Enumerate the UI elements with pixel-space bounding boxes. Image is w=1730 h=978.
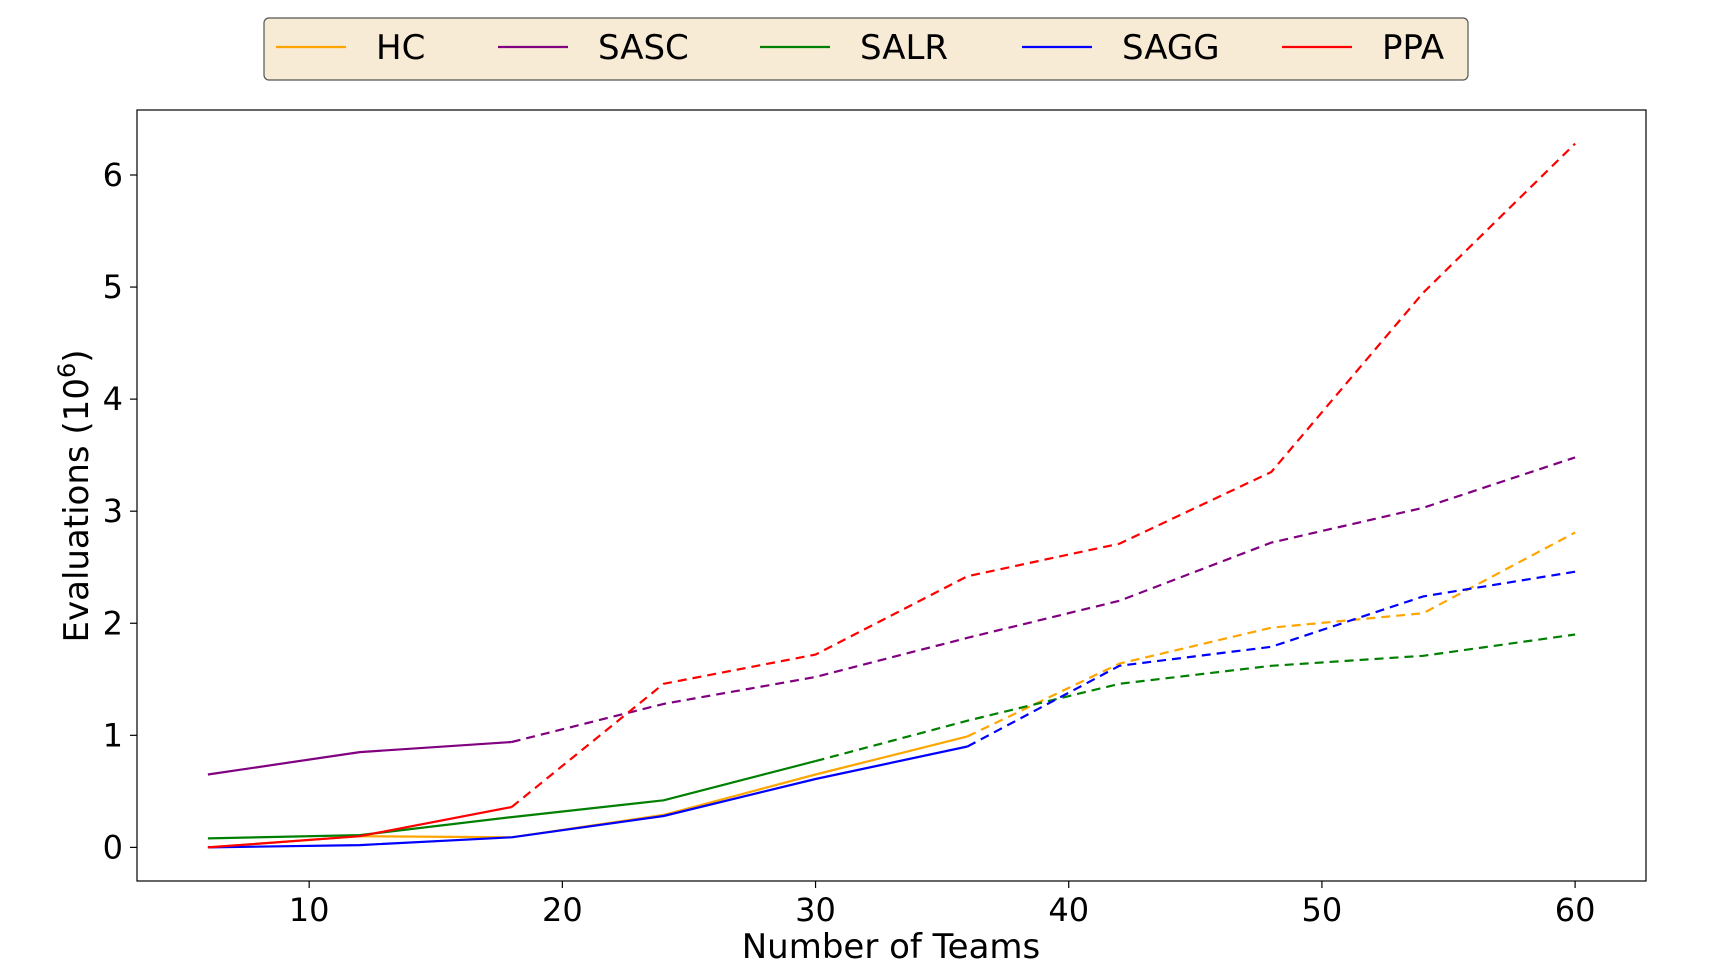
legend-label-sasc: SASC (598, 28, 689, 68)
x-axis-label: Number of Teams (742, 927, 1041, 967)
y-tick-label: 5 (103, 268, 123, 306)
x-tick-label: 50 (1302, 891, 1343, 929)
series-line-hc-dashed (967, 531, 1576, 738)
x-tick-label: 60 (1555, 891, 1596, 929)
series-line-hc-solid (207, 735, 968, 849)
series-line-ppa-dashed (511, 142, 1576, 808)
x-tick-label: 40 (1048, 891, 1089, 929)
y-tick-label: 3 (103, 492, 123, 530)
series-line-salr-dashed (815, 633, 1576, 763)
series-line-sagg-dashed (966, 570, 1576, 748)
legend-label-ppa: PPA (1382, 28, 1444, 68)
legend: HC SASC SALR SAGG PPA (263, 17, 1469, 81)
y-tick-label: 0 (103, 828, 123, 866)
y-tick-label: 2 (103, 604, 123, 642)
series-line-salr-solid (207, 760, 816, 840)
y-axis-label-close: ) (57, 350, 97, 363)
series-line-sasc-dashed (511, 456, 1576, 744)
series-line-sasc-solid (207, 740, 512, 776)
legend-label-salr: SALR (860, 28, 948, 68)
y-tick-label: 4 (103, 380, 123, 418)
x-tick-label: 20 (542, 891, 583, 929)
y-axis-label-exponent: 6 (53, 363, 81, 378)
y-axis-label: Evaluations (106) (53, 350, 97, 643)
x-tick-label: 10 (289, 891, 330, 929)
x-tick-label: 30 (795, 891, 836, 929)
series-line-sagg-solid (207, 745, 968, 849)
legend-label-sagg: SAGG (1122, 28, 1220, 68)
y-tick-label: 6 (103, 156, 123, 194)
series-line-ppa-solid (207, 805, 512, 849)
y-tick-label: 1 (103, 716, 123, 754)
legend-box (263, 17, 1469, 81)
y-axis-label-main: Evaluations (10 (57, 378, 97, 642)
legend-label-hc: HC (376, 28, 425, 68)
plot-frame (136, 109, 1647, 882)
